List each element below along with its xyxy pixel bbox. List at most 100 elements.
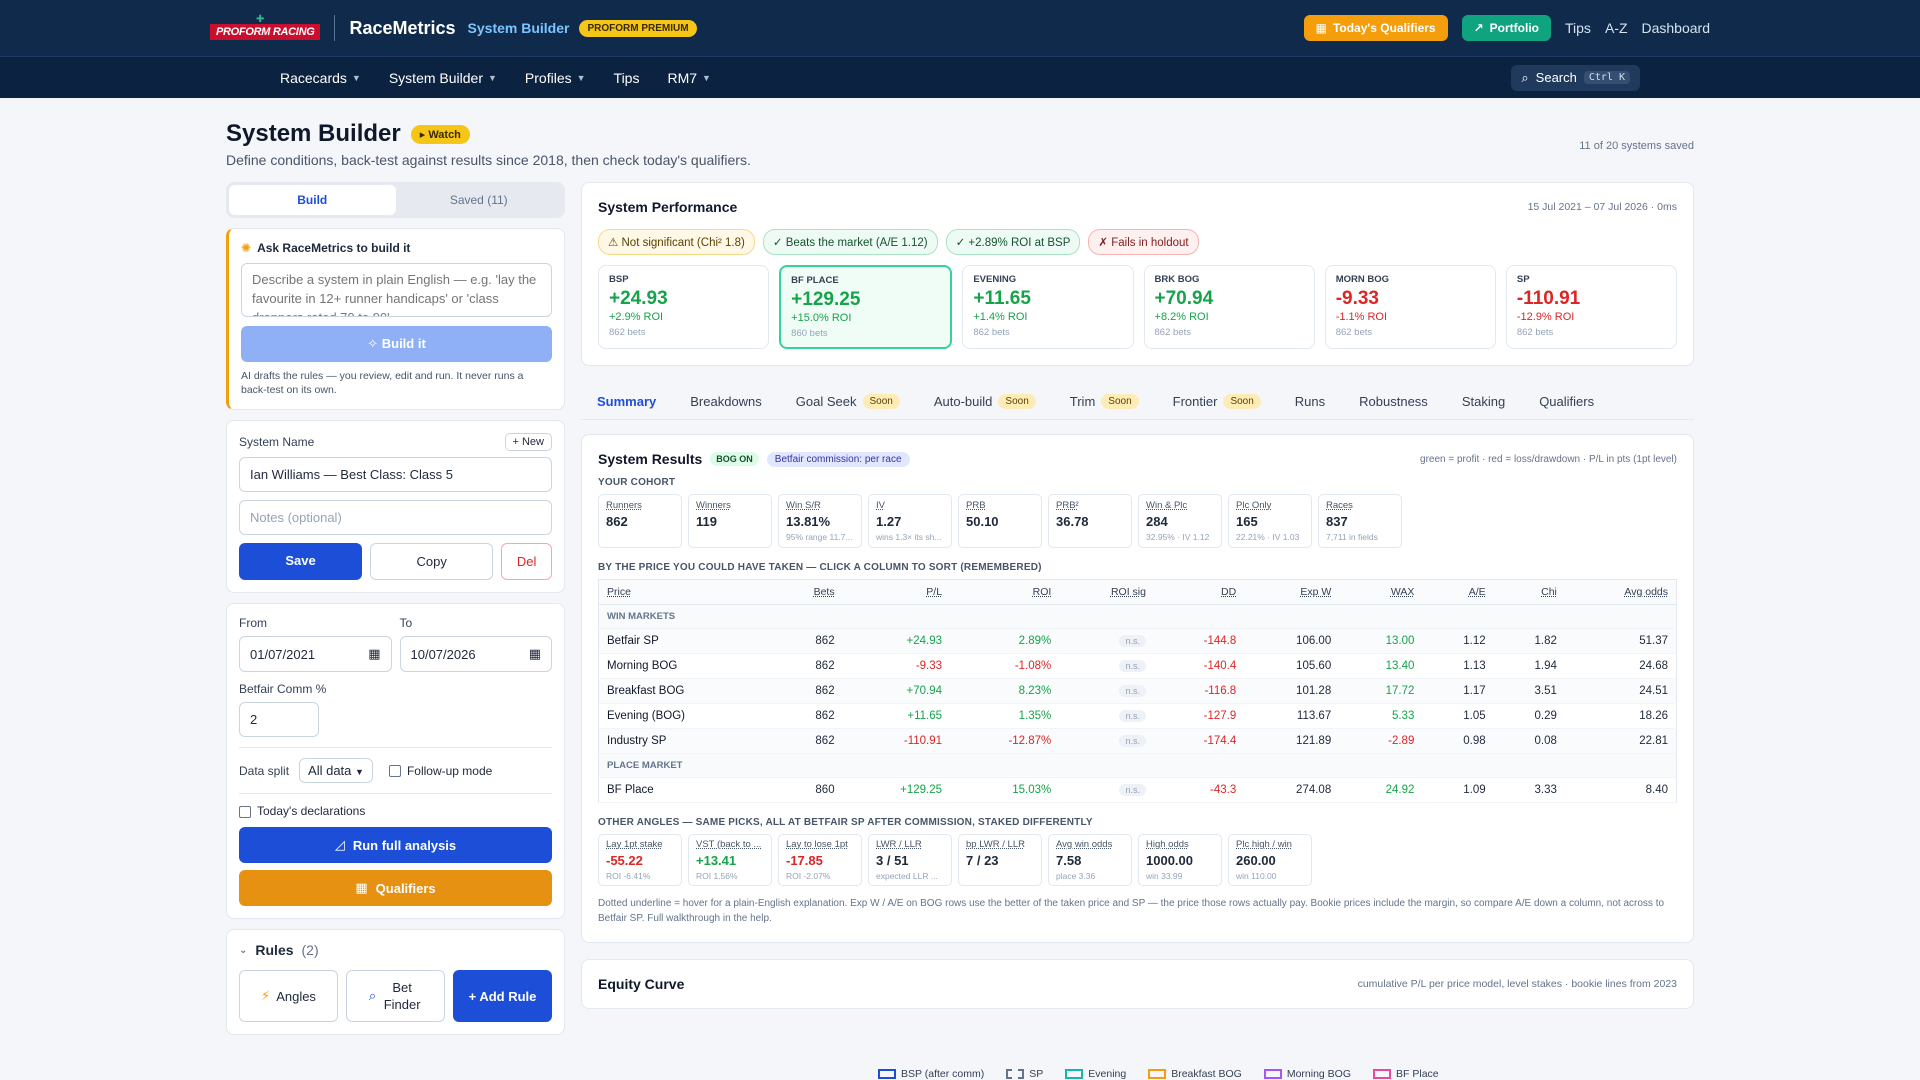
metric-card-bsp[interactable]: BSP +24.93 +2.9% ROI 862 bets bbox=[598, 265, 770, 349]
followup-toggle[interactable]: Follow-up mode bbox=[388, 764, 492, 778]
angle-label[interactable]: LWR / LLR bbox=[876, 839, 922, 850]
nav-system-builder[interactable]: System Builder ▼ bbox=[388, 69, 497, 86]
table-row[interactable]: Industry SP 862 -110.91 -12.87% n.s. -174.4 12… bbox=[598, 728, 1677, 754]
build-it-button[interactable]: ✧ Build it bbox=[241, 326, 552, 362]
tab-trim[interactable]: Trim Soon bbox=[1070, 394, 1139, 409]
metric-card-bf-place[interactable]: BF PLACE +129.25 +15.0% ROI 860 bets bbox=[779, 265, 953, 349]
tab-qualifiers[interactable]: Qualifiers bbox=[1539, 394, 1594, 409]
run-analysis-button[interactable]: ◿ Run full analysis bbox=[239, 827, 552, 863]
table-row[interactable]: Evening (BOG) 862 +11.65 1.35% n.s. -127.9 113… bbox=[598, 703, 1677, 729]
data-split-select[interactable]: All data ▼ bbox=[299, 758, 373, 783]
cohort-label[interactable]: IV bbox=[876, 500, 885, 511]
tab-build[interactable]: Build bbox=[229, 185, 396, 215]
table-row[interactable]: Breakfast BOG 862 +70.94 8.23% n.s. -116.8 101… bbox=[598, 678, 1677, 704]
column-header[interactable]: DD bbox=[1153, 579, 1245, 605]
cell-sig: n.s. bbox=[1059, 728, 1154, 754]
column-header[interactable]: A/E bbox=[1422, 579, 1494, 605]
table-row[interactable]: Betfair SP 862 +24.93 2.89% n.s. -144.8 106.00… bbox=[598, 628, 1677, 654]
cohort-label[interactable]: Win & Plc bbox=[1146, 500, 1188, 511]
cohort-label[interactable]: Win S/R bbox=[786, 500, 821, 511]
checkbox[interactable] bbox=[388, 765, 401, 778]
declarations-toggle[interactable]: Today's declarations bbox=[239, 804, 552, 818]
nav-racecards[interactable]: Racecards ▼ bbox=[280, 69, 361, 86]
column-header[interactable]: Price bbox=[598, 579, 774, 605]
notes-input[interactable]: Notes (optional) bbox=[239, 500, 552, 535]
column-header[interactable]: Chi bbox=[1493, 579, 1565, 605]
betfair-comm-input[interactable]: 2 bbox=[239, 702, 319, 737]
legend-item[interactable]: SP bbox=[1006, 1068, 1043, 1080]
column-header[interactable]: Exp W bbox=[1244, 579, 1340, 605]
metric-bets: 862 bets bbox=[609, 327, 646, 338]
angle-label[interactable]: VST (back to ... bbox=[696, 839, 762, 850]
from-date-input[interactable]: 01/07/2021 ▦ bbox=[239, 636, 392, 672]
proform-logo[interactable]: ✚ PROFORM RACING bbox=[210, 15, 321, 40]
angle-label[interactable]: High odds bbox=[1146, 839, 1189, 850]
ai-prompt-input[interactable] bbox=[241, 263, 552, 317]
chevron-down-icon[interactable]: ⌄ bbox=[239, 944, 248, 956]
tab-runs[interactable]: Runs bbox=[1295, 394, 1325, 409]
search-button[interactable]: ⌕ Search Ctrl K bbox=[1511, 64, 1640, 91]
system-name-input[interactable]: Ian Williams — Best Class: Class 5 bbox=[239, 457, 552, 492]
legend-item[interactable]: Breakfast BOG bbox=[1148, 1068, 1242, 1080]
metric-card-sp[interactable]: SP -110.91 -12.9% ROI 862 bets bbox=[1505, 265, 1678, 349]
column-header[interactable]: Bets bbox=[773, 579, 843, 605]
checkbox[interactable] bbox=[239, 805, 251, 818]
top-link-az[interactable]: A-Z bbox=[1604, 20, 1628, 36]
column-header[interactable]: ROI sig bbox=[1059, 579, 1154, 605]
cohort-label[interactable]: PRB bbox=[966, 500, 986, 511]
top-link-dashboard[interactable]: Dashboard bbox=[1641, 20, 1711, 36]
tab-breakdowns[interactable]: Breakdowns bbox=[690, 394, 762, 409]
tab-staking[interactable]: Staking bbox=[1462, 394, 1505, 409]
cell-odds: 18.26 bbox=[1564, 703, 1677, 729]
copy-button[interactable]: Copy bbox=[370, 543, 494, 580]
metric-card-evening[interactable]: EVENING +11.65 +1.4% ROI 862 bets bbox=[962, 265, 1134, 349]
table-row[interactable]: BF Place 860 +129.25 15.03% n.s. -43.3 274.08 2… bbox=[598, 777, 1677, 803]
legend-item[interactable]: BSP (after comm) bbox=[878, 1068, 984, 1080]
tab-goal-seek[interactable]: Goal Seek Soon bbox=[796, 394, 900, 409]
legend-item[interactable]: BF Place bbox=[1373, 1068, 1439, 1080]
delete-button[interactable]: Del bbox=[501, 543, 552, 580]
new-system-button[interactable]: + New bbox=[504, 433, 552, 451]
column-header[interactable]: P/L bbox=[842, 579, 951, 605]
metric-card-morn-bog[interactable]: MORN BOG -9.33 -1.1% ROI 862 bets bbox=[1324, 265, 1496, 349]
tab-summary[interactable]: Summary bbox=[597, 394, 656, 409]
tab-saved[interactable]: Saved (11) bbox=[449, 193, 508, 207]
tab-frontier[interactable]: Frontier Soon bbox=[1173, 394, 1261, 409]
cohort-label[interactable]: Runners bbox=[606, 500, 642, 511]
column-header[interactable]: ROI bbox=[950, 579, 1060, 605]
equity-curve-card: Equity Curve cumulative P/L per price mo… bbox=[581, 959, 1694, 1009]
top-link-tips[interactable]: Tips bbox=[1565, 20, 1591, 36]
nav-profiles[interactable]: Profiles ▼ bbox=[524, 69, 586, 86]
cohort-label[interactable]: Winners bbox=[696, 500, 731, 511]
save-button[interactable]: Save bbox=[239, 543, 363, 580]
column-header[interactable]: Avg odds bbox=[1564, 579, 1677, 605]
column-header[interactable]: WAX bbox=[1339, 579, 1423, 605]
qualifiers-button[interactable]: ▦ Qualifiers bbox=[239, 870, 552, 906]
tab-robustness[interactable]: Robustness bbox=[1359, 394, 1428, 409]
table-row[interactable]: Morning BOG 862 -9.33 -1.08% n.s. -140.4 105.6… bbox=[598, 653, 1677, 679]
metric-card-brk-bog[interactable]: BRK BOG +70.94 +8.2% ROI 862 bets bbox=[1143, 265, 1315, 349]
angles-button[interactable]: ⚡ Angles bbox=[239, 970, 338, 1022]
nav-tips[interactable]: Tips bbox=[613, 69, 640, 86]
cohort-label[interactable]: Races bbox=[1326, 500, 1353, 511]
cohort-label[interactable]: Plc Only bbox=[1236, 500, 1272, 511]
angle-label[interactable]: Lay 1pt stake bbox=[606, 839, 663, 850]
tab-auto-build[interactable]: Auto-build Soon bbox=[934, 394, 1036, 409]
angle-label[interactable]: Lay to lose 1pt bbox=[786, 839, 848, 850]
brand-name[interactable]: RaceMetrics bbox=[349, 17, 456, 38]
legend-label: BF Place bbox=[1396, 1068, 1439, 1080]
bet-finder-button[interactable]: ⌕ Bet Finder bbox=[346, 970, 445, 1022]
nav-rm7[interactable]: RM7 ▼ bbox=[667, 69, 711, 86]
angle-label[interactable]: bp LWR / LLR bbox=[966, 839, 1025, 850]
add-rule-button[interactable]: + Add Rule bbox=[453, 970, 552, 1022]
cohort-label[interactable]: PRB² bbox=[1056, 500, 1079, 511]
angle-label[interactable]: Avg win odds bbox=[1056, 839, 1113, 850]
cohort-stat: Races 837 7,711 in fields bbox=[1318, 494, 1402, 548]
legend-item[interactable]: Morning BOG bbox=[1263, 1068, 1351, 1080]
portfolio-button[interactable]: ↗ Portfolio bbox=[1461, 15, 1551, 41]
angle-label[interactable]: Plc high / win bbox=[1236, 839, 1292, 850]
watch-button[interactable]: ▸ Watch bbox=[410, 124, 470, 144]
to-date-input[interactable]: 10/07/2026 ▦ bbox=[399, 636, 552, 672]
todays-qualifiers-button[interactable]: ▦ Today's Qualifiers bbox=[1303, 15, 1448, 41]
legend-item[interactable]: Evening bbox=[1065, 1068, 1126, 1080]
